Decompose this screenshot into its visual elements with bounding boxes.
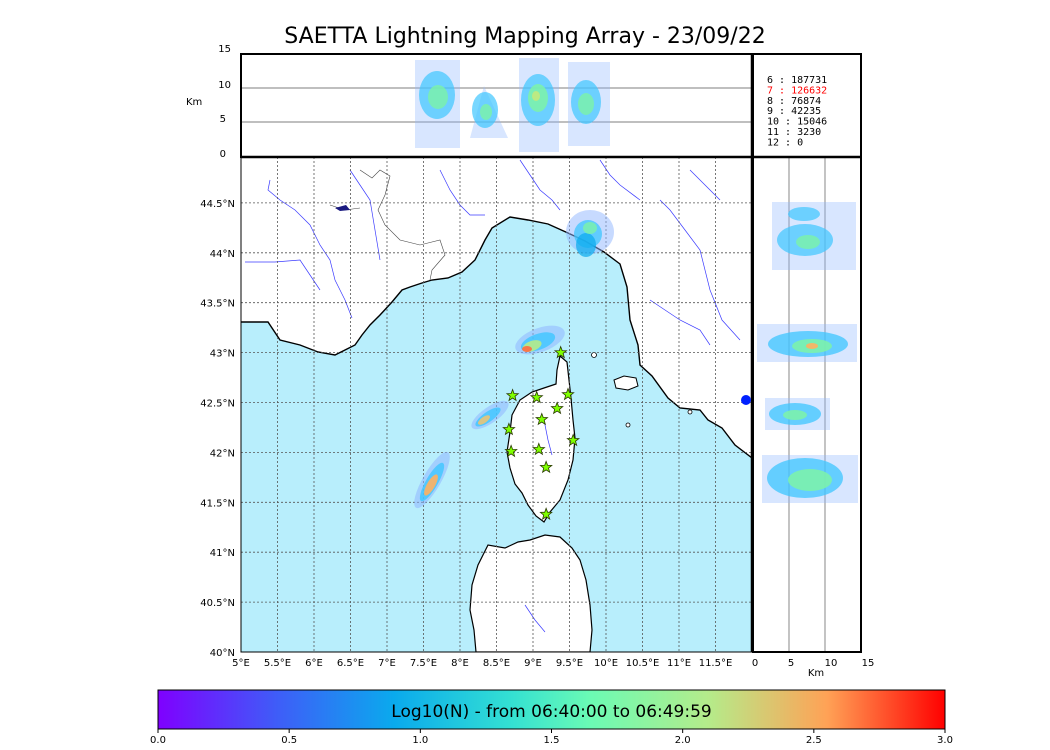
storm-cell-cap-corse <box>515 325 565 355</box>
lma-stations <box>502 345 581 521</box>
longitude-tick-label: 6.5°E <box>337 658 364 669</box>
y-tick-label: 15 <box>218 44 231 55</box>
storm-cell-southwest <box>414 451 450 509</box>
y-tick-label: 5 <box>220 114 226 125</box>
latitude-tick-label: 40°N <box>210 648 235 659</box>
lat-lon-grid <box>241 157 752 652</box>
latitude-tick-label: 43°N <box>210 349 235 360</box>
elba-island <box>613 375 639 391</box>
longitude-tick-label: 10°E <box>594 658 618 669</box>
longitude-tick-label: 6°E <box>305 658 323 669</box>
profile-cluster-1 <box>772 202 856 270</box>
longitude-tick-label: 8.5°E <box>483 658 510 669</box>
latitude-axis: 40°N 40.5°N 41°N 41.5°N 42°N 42.5°N 43°N 43.5°N… <box>200 199 235 659</box>
longitude-tick-label: 11.5°E <box>699 658 733 669</box>
corsica-island <box>506 354 576 523</box>
colorbar-tick-label: 3.0 <box>937 735 953 746</box>
longitude-tick-label: 5°E <box>232 658 250 669</box>
y-axis-label: Km <box>186 97 202 108</box>
longitude-tick-label: 8°E <box>451 658 469 669</box>
colorbar-tick-label: 0.0 <box>150 735 166 746</box>
off-map-marker <box>741 395 751 405</box>
top-panel-y-axis: 15 10 5 0 Km <box>186 44 231 160</box>
profile-cluster-2 <box>757 324 857 362</box>
station-marker <box>561 387 575 401</box>
latitude-tick-label: 41.5°N <box>200 498 235 509</box>
station-marker <box>566 433 581 447</box>
latitude-tick-label: 44.5°N <box>200 199 235 210</box>
sardinia-island <box>469 534 593 652</box>
longitude-axis: 5°E 5.5°E 6°E 6.5°E 7°E 7.5°E 8°E 8.5°E 9°E 9.5°E… <box>232 658 732 669</box>
latitude-tick-label: 42.5°N <box>200 399 235 410</box>
station-marker <box>529 390 544 404</box>
latitude-tick-label: 40.5°N <box>200 598 235 609</box>
latitude-tick-label: 44°N <box>210 249 235 260</box>
station-marker <box>539 507 553 521</box>
lightning-sources <box>414 210 614 509</box>
colorbar-tick-label: 1.0 <box>412 735 428 746</box>
station-count-row: 10 : 15046 <box>767 117 827 128</box>
altitude-longitude-panel <box>240 53 753 158</box>
map-panel <box>240 156 753 653</box>
station-marker <box>539 460 553 474</box>
station-marker <box>553 345 568 359</box>
altitude-cluster-4 <box>568 62 610 146</box>
station-count-row: 11 : 3230 <box>767 127 821 138</box>
colorbar-tick-label: 2.5 <box>806 735 822 746</box>
station-count-row: 8 : 76874 <box>767 96 821 107</box>
longitude-tick-label: 7°E <box>378 658 396 669</box>
colorbar: 0.0 0.5 1.0 1.5 2.0 2.5 3.0 <box>150 689 953 746</box>
x-tick-label: 0 <box>752 658 758 669</box>
altitude-cluster-3 <box>519 58 559 152</box>
latitude-tick-label: 42°N <box>210 448 235 459</box>
x-tick-label: 15 <box>862 658 875 669</box>
station-count-row: 7 : 126632 <box>767 85 827 96</box>
y-tick-label: 0 <box>220 149 226 160</box>
y-tick-label: 10 <box>218 80 231 91</box>
longitude-tick-label: 7.5°E <box>410 658 437 669</box>
longitude-tick-label: 10.5°E <box>626 658 660 669</box>
latitude-altitude-panel <box>752 156 862 653</box>
profile-cluster-3 <box>765 398 830 430</box>
station-marker <box>535 412 549 426</box>
mainland-coastline <box>241 216 752 459</box>
lake <box>335 205 350 211</box>
colorbar-tick-label: 0.5 <box>281 735 297 746</box>
longitude-tick-label: 9.5°E <box>556 658 583 669</box>
altitude-cluster-1 <box>415 60 460 148</box>
station-marker <box>502 422 516 436</box>
profile-cluster-4 <box>762 455 858 503</box>
longitude-tick-label: 9°E <box>524 658 542 669</box>
station-marker <box>532 442 546 456</box>
station-marker <box>550 401 564 415</box>
station-count-row: 6 : 187731 <box>767 75 827 86</box>
station-marker <box>504 444 518 458</box>
right-panel-x-axis: 0 5 10 15 Km <box>752 658 875 679</box>
altitude-cluster-2 <box>470 86 508 138</box>
longitude-tick-label: 5.5°E <box>264 658 291 669</box>
colorbar-label: Log10(N) - from 06:40:00 to 06:49:59 <box>391 702 712 722</box>
station-count-list: 6 : 187731 7 : 126632 8 : 76874 9 : 42235 10… <box>767 75 827 148</box>
storm-cell-west-corsica <box>471 400 509 430</box>
x-axis-label: Km <box>808 668 824 679</box>
station-count-box: 6 : 187731 7 : 126632 8 : 76874 9 : 42235 10… <box>752 53 862 158</box>
longitude-tick-label: 11°E <box>667 658 691 669</box>
storm-cell-genoa <box>566 210 614 257</box>
station-count-row: 9 : 42235 <box>767 106 821 117</box>
x-tick-label: 5 <box>788 658 794 669</box>
station-count-row: 12 : 0 <box>767 137 803 148</box>
station-marker <box>505 388 520 402</box>
colorbar-tick-label: 2.0 <box>675 735 691 746</box>
latitude-tick-label: 41°N <box>210 548 235 559</box>
colorbar-ticks: 0.0 0.5 1.0 1.5 2.0 2.5 3.0 <box>150 729 953 746</box>
latitude-tick-label: 43.5°N <box>200 299 235 310</box>
x-tick-label: 10 <box>825 658 838 669</box>
colorbar-tick-label: 1.5 <box>544 735 560 746</box>
chart-title: SAETTA Lightning Mapping Array - 23/09/2… <box>284 24 766 49</box>
